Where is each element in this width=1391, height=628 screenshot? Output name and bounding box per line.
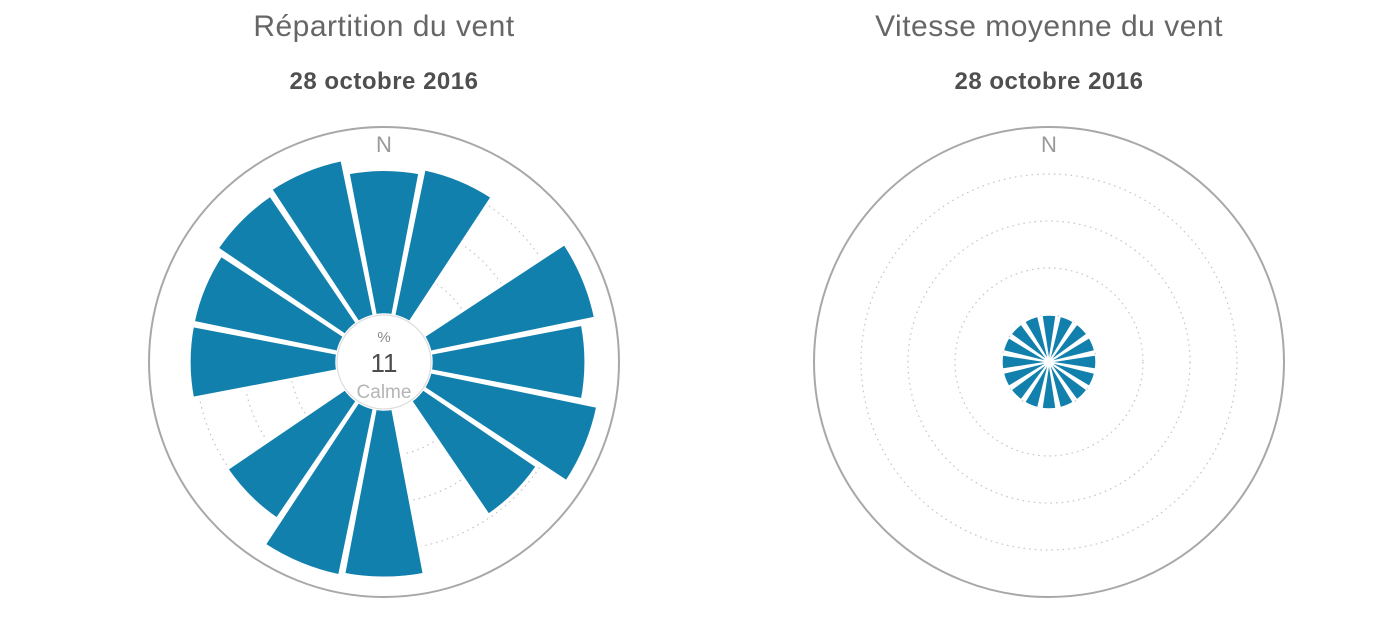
sector-WSW[interactable] bbox=[1002, 361, 1050, 388]
wind-rose-distribution-plot: N % 11 Calme bbox=[148, 126, 620, 598]
sector-NE[interactable] bbox=[1048, 323, 1088, 363]
sector-E[interactable] bbox=[1048, 354, 1097, 370]
sector-SSW[interactable] bbox=[1023, 361, 1050, 409]
sector-NNE[interactable] bbox=[1048, 315, 1075, 363]
polar-axis-outer-circle bbox=[148, 126, 620, 598]
chart-subtitle-date: 28 octobre 2016 bbox=[289, 68, 479, 95]
sector-W[interactable] bbox=[1001, 354, 1050, 370]
wind-rose-speed-plot: N bbox=[813, 126, 1285, 598]
north-label: N bbox=[376, 132, 392, 157]
polar-axis-outer-circle bbox=[813, 126, 1285, 598]
sector-S[interactable] bbox=[1041, 361, 1057, 410]
sector-SSE[interactable] bbox=[1048, 361, 1075, 409]
chart-title-distribution: Répartition du vent bbox=[253, 10, 515, 43]
wind-speed-chart: Vitesse moyenne du vent 28 octobre 2016 … bbox=[799, 0, 1299, 628]
sector-WNW[interactable] bbox=[1002, 336, 1050, 363]
calm-caption: Calme bbox=[357, 382, 412, 403]
sector-ESE[interactable] bbox=[1048, 361, 1096, 388]
sector-N[interactable] bbox=[1041, 314, 1057, 363]
sector-SE[interactable] bbox=[1048, 361, 1088, 401]
wind-direction-sectors bbox=[187, 157, 601, 580]
calm-center-circle bbox=[336, 314, 432, 410]
gridline-ring bbox=[907, 220, 1191, 504]
gridline-ring bbox=[860, 173, 1238, 551]
calm-value: 11 bbox=[371, 348, 398, 378]
wind-speed-sectors bbox=[1001, 314, 1097, 410]
sector-SW[interactable] bbox=[1010, 361, 1050, 401]
gridline-ring bbox=[954, 267, 1144, 457]
sector-ENE[interactable] bbox=[1048, 336, 1096, 363]
wind-distribution-chart: Répartition du vent 28 octobre 2016 N % … bbox=[134, 0, 634, 628]
sector-NW[interactable] bbox=[1010, 323, 1050, 363]
calm-unit-label: % bbox=[377, 329, 390, 346]
chart-subtitle-date: 28 octobre 2016 bbox=[954, 68, 1144, 95]
chart-title-speed: Vitesse moyenne du vent bbox=[875, 10, 1223, 43]
north-label: N bbox=[1041, 132, 1057, 157]
sector-NNW[interactable] bbox=[1023, 315, 1050, 363]
